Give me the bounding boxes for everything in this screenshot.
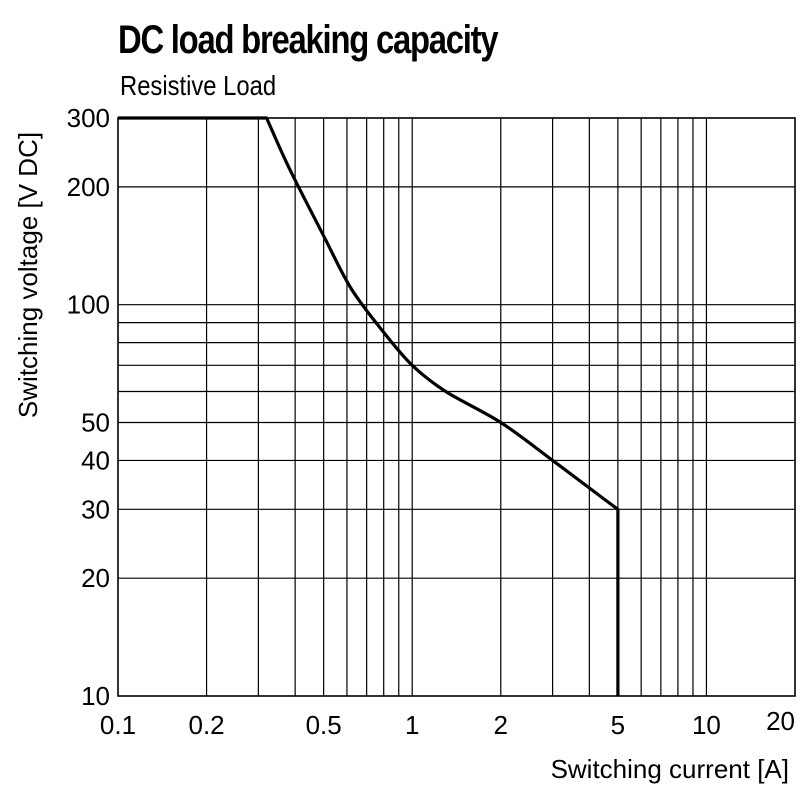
series-layer bbox=[118, 116, 620, 696]
x-tick-label: 0.2 bbox=[188, 710, 224, 740]
y-tick-label: 40 bbox=[81, 445, 110, 475]
y-tick-label: 10 bbox=[81, 681, 110, 711]
x-tick-label: 20 bbox=[766, 706, 795, 736]
x-axis-label: Switching current [A] bbox=[551, 754, 789, 784]
breaking-capacity-curve bbox=[118, 116, 620, 696]
y-tick-label: 300 bbox=[67, 103, 110, 133]
chart-title: DC load breaking capacity bbox=[118, 18, 499, 62]
y-axis-label: Switching voltage [V DC] bbox=[13, 132, 43, 418]
x-tick-label: 10 bbox=[692, 710, 721, 740]
chart-subtitle: Resistive Load bbox=[120, 70, 277, 101]
y-tick-label: 200 bbox=[67, 172, 110, 202]
x-tick-label: 2 bbox=[494, 710, 508, 740]
plot-border bbox=[117, 117, 796, 697]
y-tick-label: 30 bbox=[81, 494, 110, 524]
x-tick-label: 1 bbox=[405, 710, 419, 740]
y-tick-label: 20 bbox=[81, 563, 110, 593]
x-tick-label: 5 bbox=[611, 710, 625, 740]
y-tick-label: 100 bbox=[67, 290, 110, 320]
grid-lines bbox=[118, 118, 795, 696]
y-tick-labels: 10 20 30 40 50 100 200 300 bbox=[67, 103, 110, 711]
y-tick-label: 50 bbox=[81, 407, 110, 437]
plot-frame bbox=[117, 117, 796, 697]
x-tick-labels: 0.1 0.2 0.5 1 2 5 10 20 bbox=[100, 706, 795, 740]
x-tick-label: 0.5 bbox=[306, 710, 342, 740]
x-tick-label: 0.1 bbox=[100, 710, 136, 740]
